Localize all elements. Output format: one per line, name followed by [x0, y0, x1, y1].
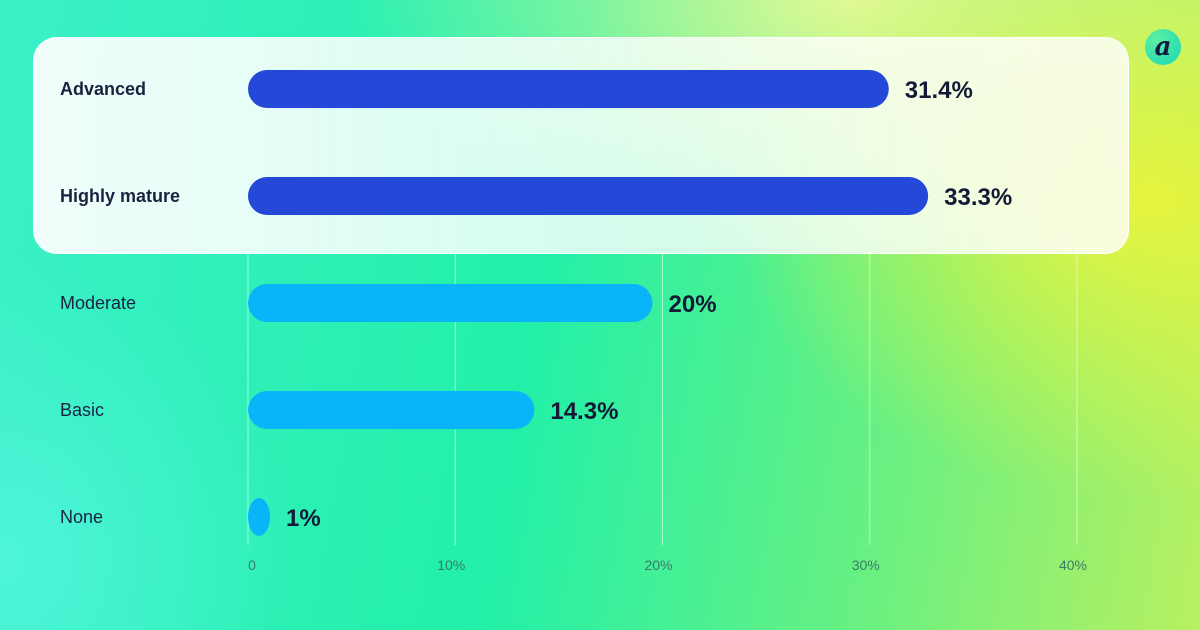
value-label: 14.3% — [550, 398, 618, 425]
category-label: Highly mature — [60, 186, 180, 206]
brand-logo: a — [1145, 29, 1181, 65]
category-label: Moderate — [60, 293, 136, 313]
value-label: 33.3% — [944, 184, 1012, 211]
bar — [248, 498, 270, 536]
category-label: Advanced — [60, 79, 146, 99]
category-label: None — [60, 507, 103, 527]
x-tick-label: 40% — [1059, 557, 1087, 573]
value-label: 31.4% — [905, 77, 973, 104]
bar — [248, 391, 535, 429]
x-tick-label: 30% — [852, 557, 880, 573]
value-label: 20% — [669, 291, 717, 318]
bar — [248, 284, 653, 322]
x-tick-label: 10% — [437, 557, 465, 573]
value-label: 1% — [286, 505, 321, 532]
bar — [248, 177, 929, 215]
bar — [248, 70, 889, 108]
x-tick-label: 20% — [644, 557, 672, 573]
category-label: Basic — [60, 400, 104, 420]
x-tick-label: 0 — [248, 557, 256, 573]
